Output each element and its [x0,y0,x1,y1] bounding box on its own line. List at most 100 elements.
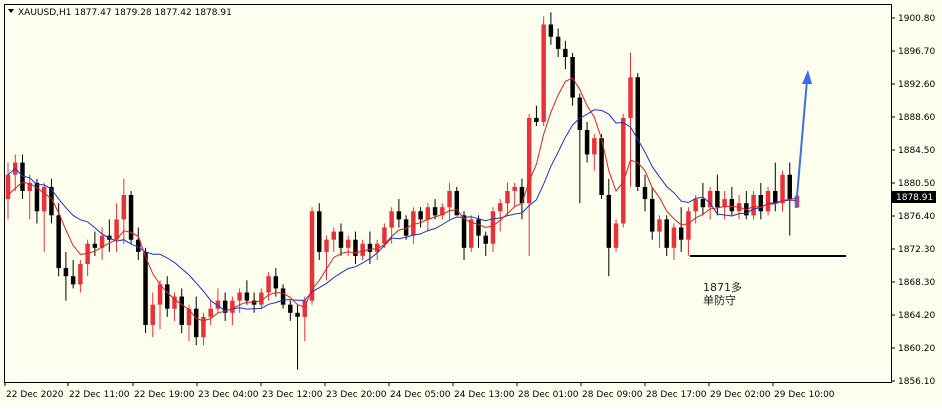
candle[interactable] [360,239,365,260]
candle[interactable] [505,182,510,216]
candle[interactable] [172,292,177,321]
candle[interactable] [237,288,242,313]
candle[interactable] [751,190,756,220]
candle[interactable] [49,178,54,224]
candle[interactable] [411,207,416,244]
candle[interactable] [555,28,561,57]
candle[interactable] [288,300,293,321]
candle[interactable] [345,235,351,256]
candle[interactable] [266,272,271,301]
candle[interactable] [657,215,662,248]
candle[interactable] [678,207,684,252]
candle[interactable] [563,40,568,70]
triangle-down-icon[interactable] [8,9,14,13]
candle[interactable] [128,190,134,244]
candle[interactable] [548,12,554,45]
candle[interactable] [295,304,300,370]
candle[interactable] [490,207,496,252]
candle[interactable] [613,219,619,252]
candle[interactable] [635,73,640,191]
candle[interactable] [592,134,597,171]
candle[interactable] [280,284,286,309]
candle[interactable] [179,288,184,334]
candle[interactable] [382,223,387,248]
candle[interactable] [143,247,148,334]
candle[interactable] [765,186,771,216]
up-arrow[interactable] [795,70,812,209]
candle[interactable] [114,203,119,252]
candle[interactable] [715,174,720,216]
candle[interactable] [121,178,127,244]
candle[interactable] [649,186,655,240]
candle[interactable] [403,215,409,240]
candle[interactable] [693,195,698,224]
time-axis[interactable]: 22 Dec 2020 22 Dec 11:00 22 Dec 19:00 23 De… [4,382,835,400]
candle[interactable] [193,296,199,346]
candle[interactable] [201,312,206,346]
candle[interactable] [425,203,431,232]
candle[interactable] [512,182,517,208]
candle[interactable] [469,215,474,252]
candle[interactable] [447,182,452,220]
candle[interactable] [671,223,677,260]
candle[interactable] [729,186,735,216]
candle[interactable] [454,186,460,216]
candle[interactable] [186,304,192,342]
candle[interactable] [686,207,691,256]
candle[interactable] [541,16,546,127]
candle[interactable] [92,231,98,256]
candle[interactable] [758,182,764,220]
candle[interactable] [476,215,481,248]
candle[interactable] [338,223,344,256]
candle[interactable] [396,199,402,228]
candle[interactable] [99,227,105,260]
candle[interactable] [273,268,279,297]
candle[interactable] [497,199,503,232]
candle[interactable] [56,203,61,277]
candle[interactable] [606,178,612,277]
candle[interactable] [664,215,669,256]
candle[interactable] [526,113,532,256]
candle[interactable] [5,162,11,220]
candle[interactable] [157,280,163,330]
candle[interactable] [41,182,47,252]
candle[interactable] [432,199,438,220]
candle[interactable] [78,260,83,293]
candle[interactable] [599,134,604,200]
candle[interactable] [577,93,583,204]
candle[interactable] [222,292,228,321]
candle[interactable] [136,227,141,260]
candle[interactable] [165,276,170,317]
candle[interactable] [642,174,648,212]
candle[interactable] [324,235,329,281]
candle[interactable] [570,52,575,106]
candle[interactable] [353,231,358,265]
candle[interactable] [20,154,25,200]
candle[interactable] [418,207,423,228]
candle[interactable] [628,52,633,187]
price-axis[interactable]: 1900.80 1896.70 1892.60 1888.60 1884.50 1880.… [891,14,935,387]
candle[interactable] [374,239,380,260]
candle[interactable] [584,121,590,163]
candle[interactable] [780,170,785,212]
candle[interactable] [244,280,250,305]
candle[interactable] [230,296,235,325]
candle[interactable] [461,211,467,260]
candle[interactable] [63,251,69,301]
candle[interactable] [331,227,336,252]
candle[interactable] [483,231,488,256]
candle[interactable] [317,203,322,260]
candle[interactable] [70,260,76,289]
candle[interactable] [27,174,32,220]
candle[interactable] [700,182,706,216]
candle[interactable] [150,292,156,338]
candle[interactable] [302,296,308,342]
candle[interactable] [215,288,221,313]
candle[interactable] [440,203,445,220]
candle[interactable] [208,300,213,325]
candle[interactable] [259,288,264,309]
candle[interactable] [534,105,539,127]
candle[interactable] [621,113,626,228]
candle[interactable] [34,178,40,224]
